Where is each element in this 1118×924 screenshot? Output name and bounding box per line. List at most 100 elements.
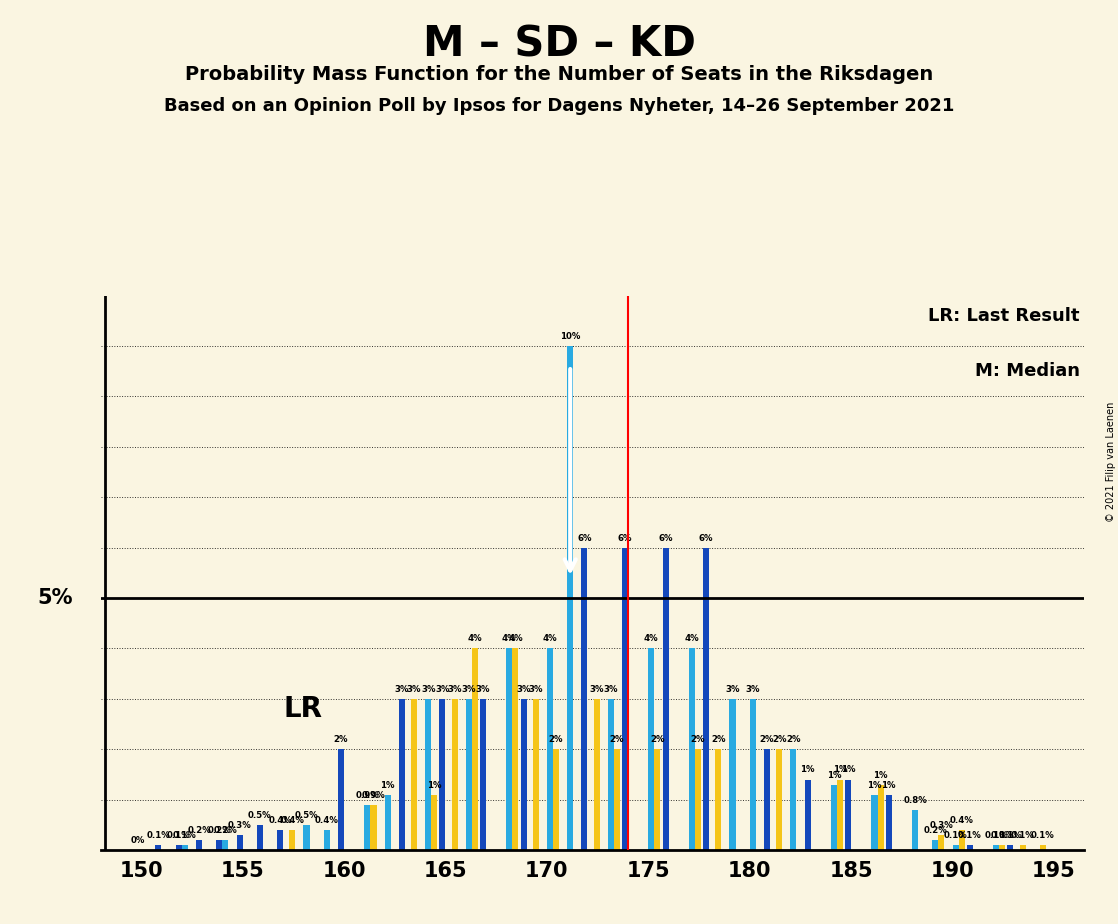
Bar [805, 780, 811, 850]
Text: 1%: 1% [868, 781, 882, 790]
Text: 1%: 1% [826, 771, 841, 780]
Bar [216, 840, 222, 850]
Bar [553, 749, 559, 850]
Bar [425, 699, 432, 850]
Text: 1%: 1% [427, 781, 442, 790]
Bar [750, 699, 756, 850]
Bar [439, 699, 445, 850]
Text: 0.9%: 0.9% [361, 791, 386, 799]
Text: 0.2%: 0.2% [187, 826, 211, 835]
Text: 0.1%: 0.1% [1031, 831, 1054, 840]
Bar [938, 835, 945, 850]
Bar [845, 780, 851, 850]
Text: 0.4%: 0.4% [268, 816, 292, 825]
Bar [182, 845, 188, 850]
Bar [967, 845, 973, 850]
Text: LR: Last Result: LR: Last Result [928, 307, 1080, 324]
Text: 1%: 1% [841, 765, 855, 774]
Bar [594, 699, 599, 850]
Bar [837, 780, 843, 850]
Text: 3%: 3% [476, 685, 491, 694]
Bar [532, 699, 539, 850]
Text: 0.5%: 0.5% [295, 811, 319, 820]
Text: 0.4%: 0.4% [315, 816, 339, 825]
Text: 3%: 3% [407, 685, 421, 694]
Text: 3%: 3% [726, 685, 740, 694]
Bar [622, 548, 628, 850]
Text: 0.1%: 0.1% [998, 831, 1022, 840]
Text: 0.9%: 0.9% [356, 791, 379, 799]
Text: 4%: 4% [467, 635, 482, 643]
Text: 0.1%: 0.1% [984, 831, 1008, 840]
Bar [257, 825, 263, 850]
Text: 1%: 1% [881, 781, 896, 790]
Text: 3%: 3% [517, 685, 531, 694]
Bar [831, 784, 837, 850]
Bar [703, 548, 709, 850]
Text: 0.1%: 0.1% [958, 831, 982, 840]
Text: 6%: 6% [659, 534, 673, 542]
Bar [466, 699, 472, 850]
Text: Based on an Opinion Poll by Ipsos for Dagens Nyheter, 14–26 September 2021: Based on an Opinion Poll by Ipsos for Da… [164, 97, 954, 115]
Bar [452, 699, 457, 850]
Text: 2%: 2% [334, 736, 348, 744]
Bar [1020, 845, 1025, 850]
Text: 3%: 3% [421, 685, 436, 694]
Text: 3%: 3% [462, 685, 476, 694]
Bar [878, 784, 883, 850]
Text: 2%: 2% [651, 736, 665, 744]
Text: © 2021 Filip van Laenen: © 2021 Filip van Laenen [1106, 402, 1116, 522]
Text: 0.3%: 0.3% [228, 821, 252, 830]
Text: 6%: 6% [618, 534, 633, 542]
Text: 2%: 2% [786, 736, 800, 744]
Bar [885, 795, 892, 850]
Text: 0.2%: 0.2% [923, 826, 947, 835]
Bar [480, 699, 486, 850]
Text: Probability Mass Function for the Number of Seats in the Riksdagen: Probability Mass Function for the Number… [184, 65, 934, 84]
Bar [871, 795, 878, 850]
Text: 6%: 6% [577, 534, 591, 542]
Text: 4%: 4% [684, 635, 699, 643]
Text: 2%: 2% [609, 736, 624, 744]
Text: 4%: 4% [644, 635, 659, 643]
Bar [222, 840, 228, 850]
Text: 2%: 2% [549, 736, 563, 744]
Bar [338, 749, 344, 850]
Bar [277, 830, 283, 850]
Bar [506, 649, 512, 850]
Text: 0.2%: 0.2% [214, 826, 237, 835]
Bar [716, 749, 721, 850]
Text: 3%: 3% [395, 685, 409, 694]
Text: 3%: 3% [604, 685, 618, 694]
Text: 10%: 10% [560, 332, 580, 341]
Text: 0.2%: 0.2% [208, 826, 231, 835]
Bar [324, 830, 330, 850]
Bar [581, 548, 587, 850]
Bar [432, 795, 437, 850]
Bar [303, 825, 310, 850]
Text: 2%: 2% [711, 736, 726, 744]
Text: 5%: 5% [37, 588, 73, 608]
Bar [953, 845, 959, 850]
Bar [790, 749, 796, 850]
Text: 0.1%: 0.1% [146, 831, 170, 840]
Text: 0.1%: 0.1% [173, 831, 197, 840]
Text: 1%: 1% [380, 781, 395, 790]
Text: 3%: 3% [529, 685, 543, 694]
Bar [999, 845, 1005, 850]
Text: 2%: 2% [771, 736, 786, 744]
Text: 0.1%: 0.1% [991, 831, 1014, 840]
Bar [176, 845, 182, 850]
Text: 3%: 3% [746, 685, 760, 694]
Bar [932, 840, 938, 850]
Bar [290, 830, 295, 850]
Text: 3%: 3% [435, 685, 449, 694]
Bar [411, 699, 417, 850]
Text: 0.5%: 0.5% [248, 811, 272, 820]
Bar [614, 749, 619, 850]
Text: 0.4%: 0.4% [950, 816, 974, 825]
Text: M: Median: M: Median [975, 362, 1080, 380]
Text: 4%: 4% [502, 635, 517, 643]
Bar [1007, 845, 1013, 850]
Bar [512, 649, 519, 850]
